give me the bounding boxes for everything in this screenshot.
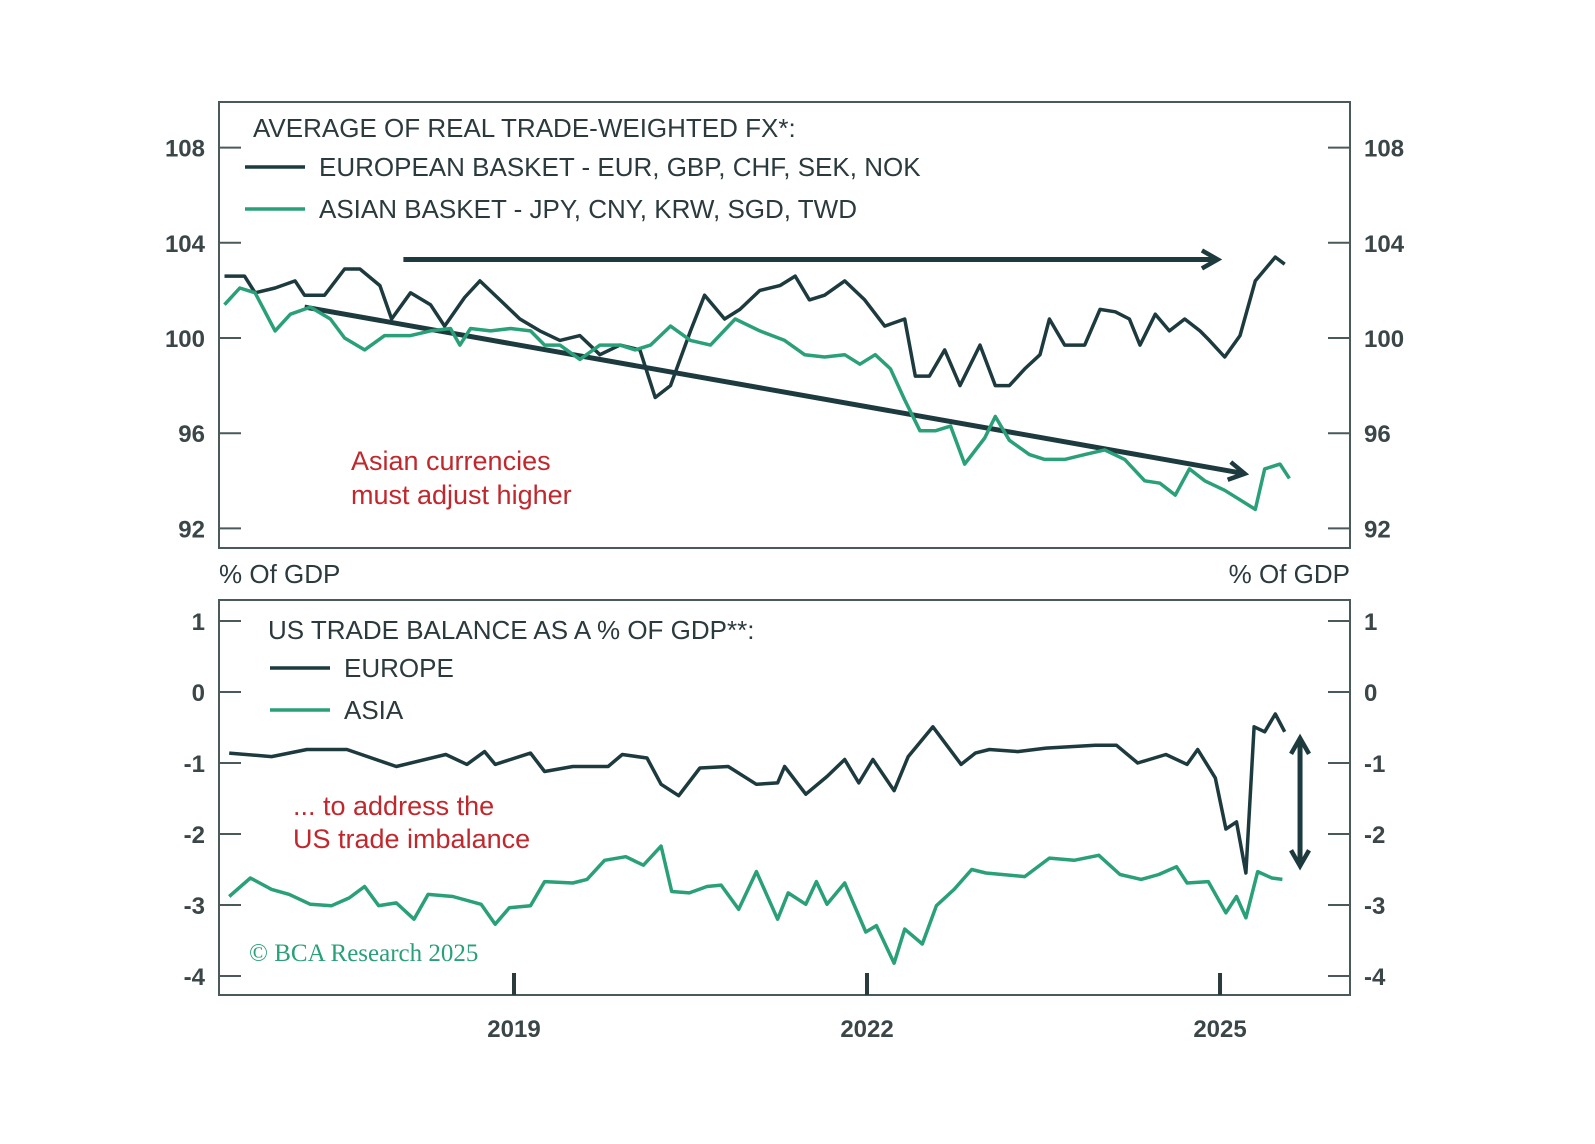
legend-label-asia: ASIA — [344, 695, 404, 725]
top-chart-title: AVERAGE OF REAL TRADE-WEIGHTED FX*: — [253, 113, 796, 143]
legend-label-asia-basket: ASIAN BASKET - JPY, CNY, KRW, SGD, TWD — [319, 194, 857, 224]
y-tick-label-right: 0 — [1364, 680, 1377, 707]
y-tick-label-left: 96 — [178, 421, 205, 448]
y-tick-label-left: -4 — [184, 964, 206, 991]
y-tick-label-right: 104 — [1364, 231, 1405, 258]
series-line-europe-basket — [224, 255, 1286, 400]
x-tick-label: 2025 — [1193, 1016, 1246, 1043]
series-line-asia — [228, 844, 1283, 965]
y-tick-label-right: -3 — [1364, 893, 1385, 920]
y-tick-label-left: 100 — [165, 326, 205, 353]
y-tick-label-left: -1 — [184, 751, 205, 778]
y-tick-label-right: 100 — [1364, 326, 1404, 353]
series-line-asia-basket — [223, 286, 1291, 512]
y-tick-label-left: 92 — [178, 516, 205, 543]
annotation-asian-currencies-line2: must adjust higher — [351, 480, 572, 510]
annotation-trade-imbalance-line1: ... to address the — [293, 791, 494, 821]
y-tick-label-right: 1 — [1364, 609, 1377, 636]
trend-arrow — [304, 304, 1250, 482]
bottom-panel: 1 1 0 0 -1 -1 -2 -2 -3 -3 -4 -4 US TRADE BALANCE AS… — [184, 599, 1386, 996]
right-axis-unit-label: % Of GDP — [1229, 559, 1350, 589]
legend-label-europe: EUROPE — [344, 653, 454, 683]
y-tick-label-left: -2 — [184, 822, 205, 849]
copyright-watermark: © BCA Research 2025 — [249, 940, 478, 967]
y-tick-label-right: -4 — [1364, 964, 1386, 991]
x-tick-label: 2022 — [840, 1016, 893, 1043]
series-line-europe — [229, 712, 1287, 875]
y-tick-label-left: 108 — [165, 136, 205, 163]
top-panel-frame — [218, 101, 1351, 549]
y-tick-label-right: -1 — [1364, 751, 1385, 778]
annotation-trade-imbalance-line2: US trade imbalance — [293, 824, 530, 854]
left-axis-unit-label: % Of GDP — [219, 559, 340, 589]
y-tick-label-right: -2 — [1364, 822, 1385, 849]
annotation-asian-currencies-line1: Asian currencies — [351, 446, 551, 476]
y-tick-label-right: 92 — [1364, 516, 1391, 543]
legend-label-europe-basket: EUROPEAN BASKET - EUR, GBP, CHF, SEK, NO… — [319, 152, 921, 182]
y-tick-label-right: 96 — [1364, 421, 1391, 448]
y-tick-label-right: 108 — [1364, 136, 1404, 163]
y-tick-label-left: 104 — [165, 231, 206, 258]
bottom-panel-frame — [218, 599, 1351, 996]
top-panel: 108 108 104 104 100 100 96 96 92 92 AVERAGE OF RE… — [165, 101, 1405, 549]
y-tick-label-left: 1 — [192, 609, 205, 636]
y-tick-label-left: -3 — [184, 893, 205, 920]
x-tick-label: 2019 — [487, 1016, 540, 1043]
bottom-chart-title: US TRADE BALANCE AS A % OF GDP**: — [268, 615, 754, 645]
y-tick-label-left: 0 — [192, 680, 205, 707]
